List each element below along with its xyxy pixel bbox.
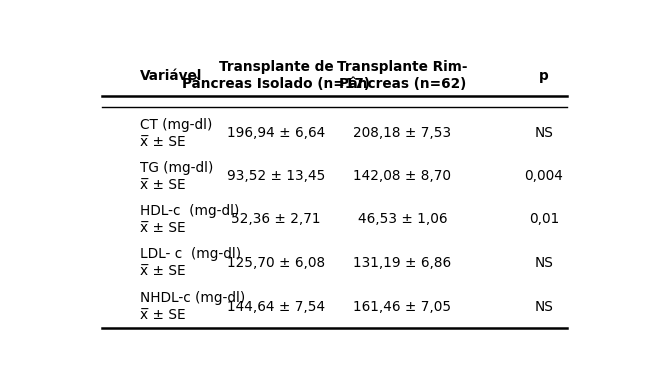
Text: 46,53 ± 1,06: 46,53 ± 1,06: [357, 212, 447, 226]
Text: NHDL-c (mg-dl)
x̅ ± SE: NHDL-c (mg-dl) x̅ ± SE: [140, 291, 245, 322]
Text: p: p: [539, 68, 549, 82]
Text: 0,004: 0,004: [524, 169, 563, 183]
Text: Transplante de
Pâncreas Isolado (n=17): Transplante de Pâncreas Isolado (n=17): [182, 60, 370, 91]
Text: 142,08 ± 8,70: 142,08 ± 8,70: [353, 169, 451, 183]
Text: 93,52 ± 13,45: 93,52 ± 13,45: [227, 169, 325, 183]
Text: 0,01: 0,01: [529, 212, 559, 226]
Text: Transplante Rim-
Pâncreas (n=62): Transplante Rim- Pâncreas (n=62): [337, 60, 467, 91]
Text: 52,36 ± 2,71: 52,36 ± 2,71: [231, 212, 321, 226]
Text: 144,64 ± 7,54: 144,64 ± 7,54: [227, 300, 325, 314]
Text: 161,46 ± 7,05: 161,46 ± 7,05: [353, 300, 451, 314]
Text: 131,19 ± 6,86: 131,19 ± 6,86: [353, 256, 451, 270]
Text: LDL- c  (mg-dl)
x̅ ± SE: LDL- c (mg-dl) x̅ ± SE: [140, 247, 241, 279]
Text: NS: NS: [535, 126, 554, 140]
Text: 196,94 ± 6,64: 196,94 ± 6,64: [227, 126, 325, 140]
Text: CT (mg-dl)
x̅ ± SE: CT (mg-dl) x̅ ± SE: [140, 118, 212, 149]
Text: TG (mg-dl)
x̅ ± SE: TG (mg-dl) x̅ ± SE: [140, 161, 213, 192]
Text: NS: NS: [535, 300, 554, 314]
Text: HDL-c  (mg-dl)
x̅ ± SE: HDL-c (mg-dl) x̅ ± SE: [140, 204, 239, 235]
Text: NS: NS: [535, 256, 554, 270]
Text: 125,70 ± 6,08: 125,70 ± 6,08: [227, 256, 325, 270]
Text: Variável: Variável: [140, 68, 202, 82]
Text: 208,18 ± 7,53: 208,18 ± 7,53: [353, 126, 451, 140]
